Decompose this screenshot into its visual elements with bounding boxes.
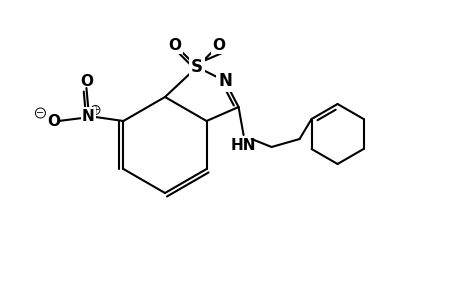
Text: S: S xyxy=(190,58,202,76)
Text: O: O xyxy=(168,38,181,52)
Text: −: − xyxy=(36,108,45,118)
Text: O: O xyxy=(212,38,225,52)
Text: O: O xyxy=(80,74,93,88)
Text: +: + xyxy=(91,105,99,115)
Text: N: N xyxy=(218,72,231,90)
Text: HN: HN xyxy=(230,138,256,153)
Text: O: O xyxy=(47,113,60,128)
Text: N: N xyxy=(82,109,95,124)
